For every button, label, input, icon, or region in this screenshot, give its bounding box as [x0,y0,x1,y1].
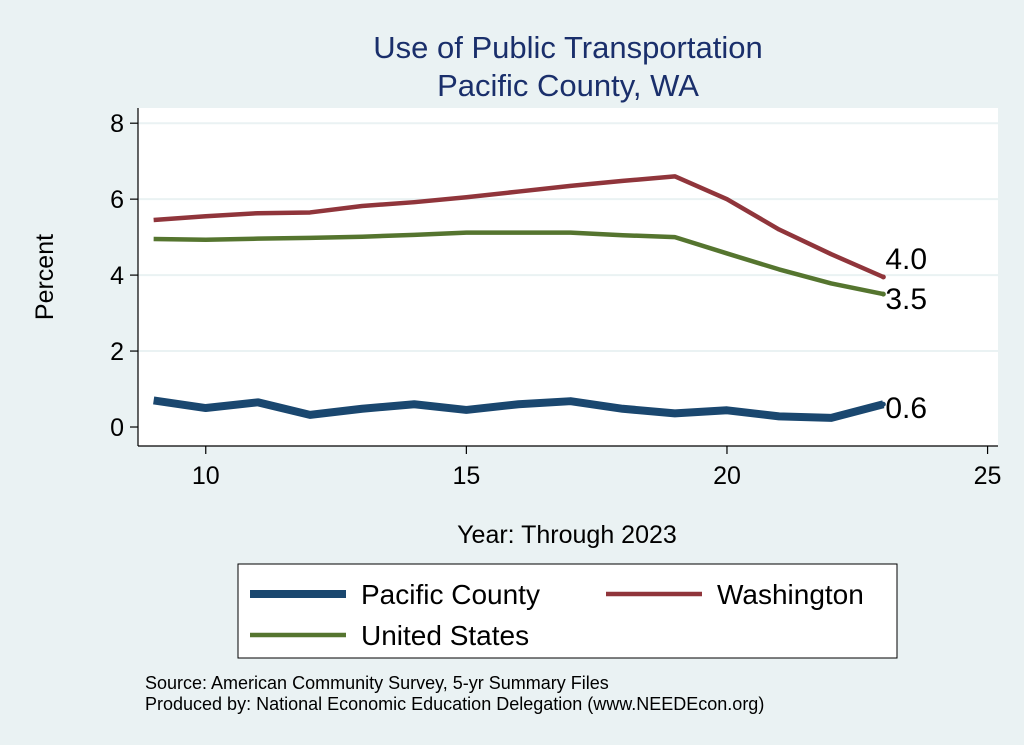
produced-by-note: Produced by: National Economic Education… [145,694,764,714]
series-end-point-pacific-county [880,401,886,407]
x-tick-label: 10 [192,462,220,490]
y-axis-title: Percent [31,234,59,320]
legend-entries: Pacific County Washington United States [250,579,864,651]
legend: Pacific County Washington United States [237,563,898,659]
legend-label-washington: Washington [717,579,864,610]
y-tick-label: 4 [110,262,124,290]
end-label-united-states: 3.5 [885,283,927,316]
legend-label-united-states: United States [361,620,529,651]
y-tick-label: 2 [110,338,124,366]
axes: 0 2 4 6 8 10 15 20 25 [110,108,1001,490]
end-label-pacific-county: 0.6 [885,392,927,425]
series-line-pacific-county [153,396,885,422]
series-line-washington [153,174,885,280]
plot-area [138,108,998,446]
end-label-washington: 4.0 [885,243,927,276]
y-tick-label: 6 [110,186,124,214]
series-line-united-states [153,230,884,297]
x-tick-label: 25 [974,462,1002,490]
chart-subtitle: Pacific County, WA [437,68,699,103]
grid-lines [138,122,998,353]
series-lines [153,174,886,422]
x-tick-label: 20 [713,462,741,490]
y-tick-label: 0 [110,414,124,442]
legend-box [237,563,898,659]
x-axis-title: Year: Through 2023 [457,521,677,549]
y-tick-label: 8 [110,110,124,138]
series-end-point-united-states [880,291,886,297]
legend-label-pacific-county: Pacific County [361,579,540,610]
source-note: Source: American Community Survey, 5-yr … [145,673,609,693]
x-tick-label: 15 [452,462,480,490]
chart-title: Use of Public Transportation [373,30,762,65]
end-labels: 0.6 4.0 3.5 [885,243,927,425]
series-end-point-washington [880,274,886,280]
